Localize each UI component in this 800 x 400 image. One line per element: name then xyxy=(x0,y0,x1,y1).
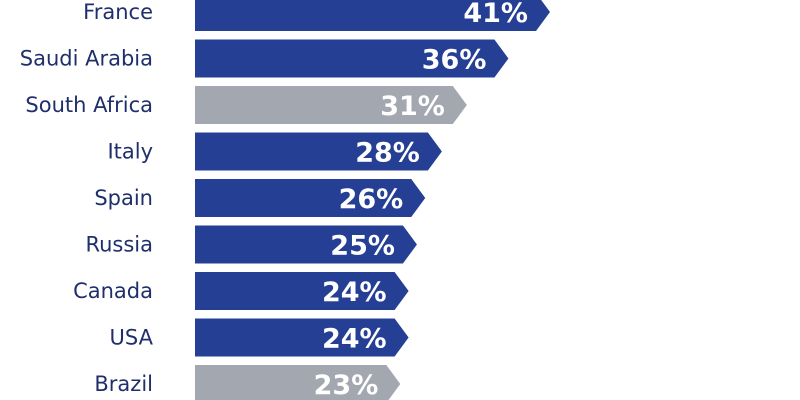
category-label-russia: Russia xyxy=(85,233,153,257)
category-label-brazil: Brazil xyxy=(94,372,153,396)
value-labels: 41% 36% 31% 28% 26% 25% 24% 24% 23% xyxy=(314,0,528,400)
bar-usa xyxy=(195,318,409,357)
bars-group xyxy=(195,0,550,400)
bar-brazil xyxy=(195,365,401,400)
bar-russia xyxy=(195,225,417,264)
bar-italy xyxy=(195,132,442,171)
bar-spain xyxy=(195,179,426,217)
value-label-russia: 25% xyxy=(330,231,395,262)
bar-canada xyxy=(195,272,409,310)
value-label-france: 41% xyxy=(463,0,528,29)
bar-france xyxy=(195,0,550,31)
category-label-spain: Spain xyxy=(94,186,153,210)
value-label-canada: 24% xyxy=(322,277,387,308)
value-label-south-africa: 31% xyxy=(380,91,445,122)
category-labels: France Saudi Arabia South Africa Italy Spain… xyxy=(20,0,154,396)
value-label-spain: 26% xyxy=(339,184,404,215)
value-label-saudi-arabia: 36% xyxy=(422,45,487,76)
category-label-italy: Italy xyxy=(107,140,153,164)
value-label-brazil: 23% xyxy=(314,370,379,400)
category-label-south-africa: South Africa xyxy=(25,93,153,117)
bar-saudi-arabia xyxy=(195,39,509,78)
bar-south-africa xyxy=(195,86,467,124)
category-label-canada: Canada xyxy=(73,279,153,303)
category-label-saudi-arabia: Saudi Arabia xyxy=(20,47,153,71)
value-label-usa: 24% xyxy=(322,324,387,355)
category-label-france: France xyxy=(83,0,153,24)
value-label-italy: 28% xyxy=(355,138,420,169)
category-label-usa: USA xyxy=(110,326,154,350)
